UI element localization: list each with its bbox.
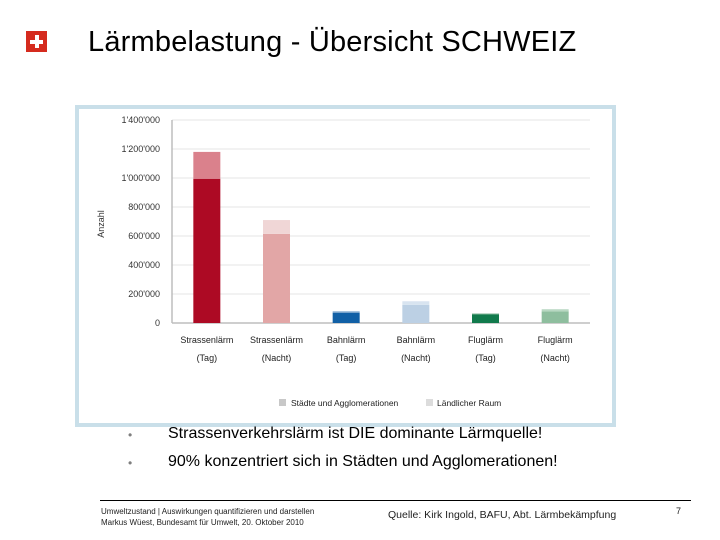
swiss-cross-horizontal: [30, 39, 43, 44]
x-tick-label: (Tag): [336, 353, 357, 363]
legend-swatch-cities: [279, 399, 286, 406]
y-axis-label: Anzahl: [96, 210, 106, 238]
bullet-dot-icon: •: [128, 456, 133, 470]
bullet-dot-icon: •: [128, 428, 133, 442]
y-tick-label: 1'400'000: [122, 115, 160, 125]
y-tick-label: 400'000: [128, 260, 160, 270]
bar-cities-agglomerations: [193, 178, 221, 323]
bar-cities-agglomerations: [263, 233, 290, 323]
bar-cities-agglomerations: [541, 311, 569, 323]
bar-cities-agglomerations: [472, 314, 499, 323]
footer-divider: [100, 500, 691, 501]
bullet-text: Strassenverkehrslärm ist DIE dominante L…: [168, 425, 543, 442]
bar-rural: [472, 313, 499, 315]
bar-cities-agglomerations: [332, 312, 360, 323]
footer-source: Quelle: Kirk Ingold, BAFU, Abt. Lärmbekä…: [388, 509, 617, 521]
noise-bar-chart: 0 200'000 400'000 600'000 800'000 1'000'000 1'…: [96, 115, 590, 408]
y-tick-label: 0: [155, 318, 160, 328]
x-tick-label: Fluglärm: [538, 335, 573, 345]
bar-rural: [263, 220, 290, 234]
x-tick-label: (Tag): [475, 353, 496, 363]
y-tick-label: 200'000: [128, 289, 160, 299]
x-tick-label: Fluglärm: [468, 335, 503, 345]
swiss-cross-logo: [26, 31, 47, 52]
footer-line-2: Markus Wüest, Bundesamt für Umwelt, 20. …: [101, 518, 304, 527]
page-number: 7: [676, 506, 682, 516]
bar-rural: [541, 309, 569, 312]
footer-credits: Umweltzustand | Auswirkungen quantifizie…: [101, 506, 314, 528]
y-tick-label: 600'000: [128, 231, 160, 241]
legend-swatch-rural: [426, 399, 433, 406]
bullet-text: 90% konzentriert sich in Städten und Agg…: [168, 453, 558, 470]
x-tick-label: Strassenlärm: [250, 335, 303, 345]
chart-frame: 0 200'000 400'000 600'000 800'000 1'000'000 1'…: [75, 105, 616, 427]
x-tick-label: (Tag): [197, 353, 218, 363]
y-tick-label: 1'200'000: [122, 144, 160, 154]
bar-rural: [402, 301, 430, 305]
x-tick-label: (Nacht): [401, 353, 431, 363]
bar-cities-agglomerations: [402, 304, 430, 323]
slide-title: Lärmbelastung - Übersicht SCHWEIZ: [88, 26, 577, 58]
footer-line-1: Umweltzustand | Auswirkungen quantifizie…: [101, 507, 315, 516]
bar-rural: [332, 311, 360, 313]
legend-label-rural: Ländlicher Raum: [437, 398, 501, 408]
legend-label-cities: Städte und Agglomerationen: [291, 398, 399, 408]
x-tick-label: Strassenlärm: [180, 335, 233, 345]
x-tick-label: Bahnlärm: [327, 335, 366, 345]
bar-rural: [193, 151, 221, 179]
x-tick-label: (Nacht): [262, 353, 292, 363]
y-tick-label: 800'000: [128, 202, 160, 212]
x-tick-label: Bahnlärm: [397, 335, 436, 345]
x-tick-label: (Nacht): [540, 353, 570, 363]
y-tick-label: 1'000'000: [122, 173, 160, 183]
